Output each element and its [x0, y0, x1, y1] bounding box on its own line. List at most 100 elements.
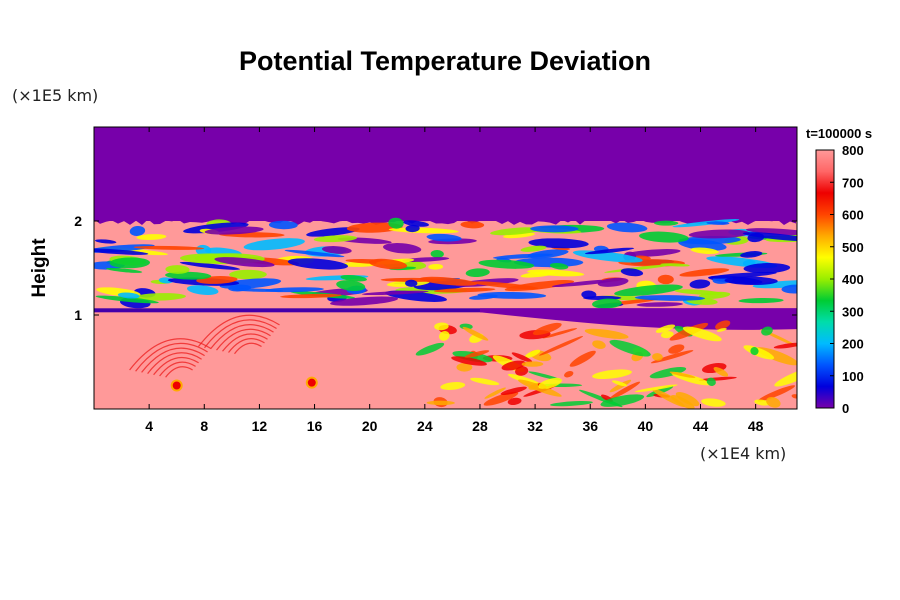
mixing-streak — [639, 231, 689, 243]
mixing-streak — [133, 293, 186, 301]
mixing-streak — [597, 277, 629, 287]
warm-plume — [652, 353, 663, 361]
mixing-streak — [268, 220, 298, 230]
mixing-streak — [109, 257, 151, 269]
mixing-streak — [636, 302, 683, 307]
mixing-streak — [478, 259, 535, 269]
mixing-streak — [402, 220, 430, 227]
x-tick-label: 48 — [748, 418, 764, 434]
warm-plume — [451, 356, 487, 366]
x-tick: 32 — [527, 127, 543, 434]
x-tick: 16 — [307, 127, 323, 434]
upper-layer-edge — [94, 127, 797, 226]
mixing-streak — [706, 221, 730, 225]
warm-plume — [521, 361, 544, 367]
y-tick: 2 — [74, 213, 797, 229]
warm-plume — [715, 320, 731, 330]
thermal-arc — [210, 324, 274, 350]
warm-plume — [706, 377, 716, 386]
warm-plume — [569, 350, 596, 367]
mixing-streak — [433, 287, 496, 293]
mixing-streak — [231, 288, 284, 292]
colorbar-tick-label: 600 — [842, 208, 864, 223]
warm-plume — [584, 328, 629, 339]
warm-plume — [670, 395, 695, 409]
x-axis-unit: (×1E4 km) — [700, 444, 787, 463]
x-tick-label: 20 — [362, 418, 378, 434]
warm-plume — [655, 324, 676, 333]
warm-plume — [611, 380, 628, 387]
mixing-streak — [460, 221, 485, 229]
warm-plume — [500, 386, 527, 395]
mixing-streak — [689, 279, 711, 289]
thermal-arc — [204, 319, 277, 349]
x-tick: 48 — [748, 127, 764, 434]
warm-plume — [754, 399, 770, 406]
x-tick-label: 24 — [417, 418, 433, 434]
warm-plume — [669, 371, 696, 378]
warm-plume — [766, 397, 781, 408]
thermal-arc — [222, 333, 268, 352]
x-tick: 4 — [145, 127, 153, 434]
mixing-streak — [584, 247, 635, 255]
mixing-streak — [313, 235, 358, 243]
mixing-streak — [654, 220, 679, 226]
warm-plume — [600, 394, 645, 407]
warm-plume — [434, 322, 449, 331]
mixing-streak — [679, 268, 730, 277]
warm-plume — [592, 369, 632, 380]
mixing-streak — [95, 295, 159, 304]
warm-plume — [713, 366, 729, 377]
thermal-bubble — [170, 379, 183, 392]
mixing-streak — [549, 262, 569, 270]
warm-plume — [675, 392, 700, 407]
mixing-streak — [745, 228, 797, 236]
mixing-streak — [623, 249, 681, 257]
thin-layer — [94, 308, 797, 313]
thermal-arc — [153, 356, 199, 376]
mixing-streak — [724, 276, 778, 286]
colorbar-tick-label: 0 — [842, 401, 849, 416]
warm-plume — [649, 367, 687, 379]
mixing-streak — [94, 248, 149, 255]
mixing-streak — [179, 261, 241, 270]
warm-plume — [484, 387, 506, 399]
mixing-streak — [781, 284, 797, 294]
x-tick: 36 — [582, 127, 598, 434]
mixing-streak — [657, 274, 674, 285]
x-tick-label: 32 — [527, 418, 543, 434]
warm-plume — [774, 366, 797, 387]
warm-plume — [439, 330, 450, 341]
mixing-streak — [469, 294, 498, 300]
warm-plume — [440, 382, 466, 390]
mixing-streak — [105, 267, 143, 273]
x-tick: 40 — [638, 127, 653, 434]
mixing-streak — [471, 281, 539, 290]
x-tick: 24 — [417, 127, 433, 434]
mixing-streak — [674, 289, 722, 295]
colorbar-tick: 300 — [830, 304, 864, 319]
turbulence-texture — [94, 127, 797, 409]
warm-plume — [426, 400, 455, 406]
mixing-streak — [465, 268, 490, 278]
mixing-streak — [634, 295, 706, 301]
mixing-streak — [321, 246, 352, 254]
warm-plume — [415, 342, 445, 356]
colorbar-tick: 600 — [830, 208, 864, 223]
warm-plume — [750, 347, 759, 356]
warm-plume — [464, 350, 490, 358]
x-tick-label: 4 — [145, 418, 153, 434]
x-tick-label: 12 — [252, 418, 268, 434]
mixing-streak — [287, 258, 349, 270]
y-tick: 1 — [74, 307, 797, 323]
colorbar-tick: 800 — [830, 143, 864, 158]
colorbar-tick-label: 200 — [842, 337, 864, 352]
mixing-streak — [284, 249, 345, 258]
mixing-streak — [490, 227, 542, 236]
warm-plume — [507, 397, 522, 406]
mixing-streak — [428, 263, 444, 270]
mixing-streak — [530, 225, 579, 233]
warm-plume — [511, 352, 533, 363]
colorbar-tick-label: 700 — [842, 175, 864, 190]
warm-plume — [515, 366, 529, 376]
